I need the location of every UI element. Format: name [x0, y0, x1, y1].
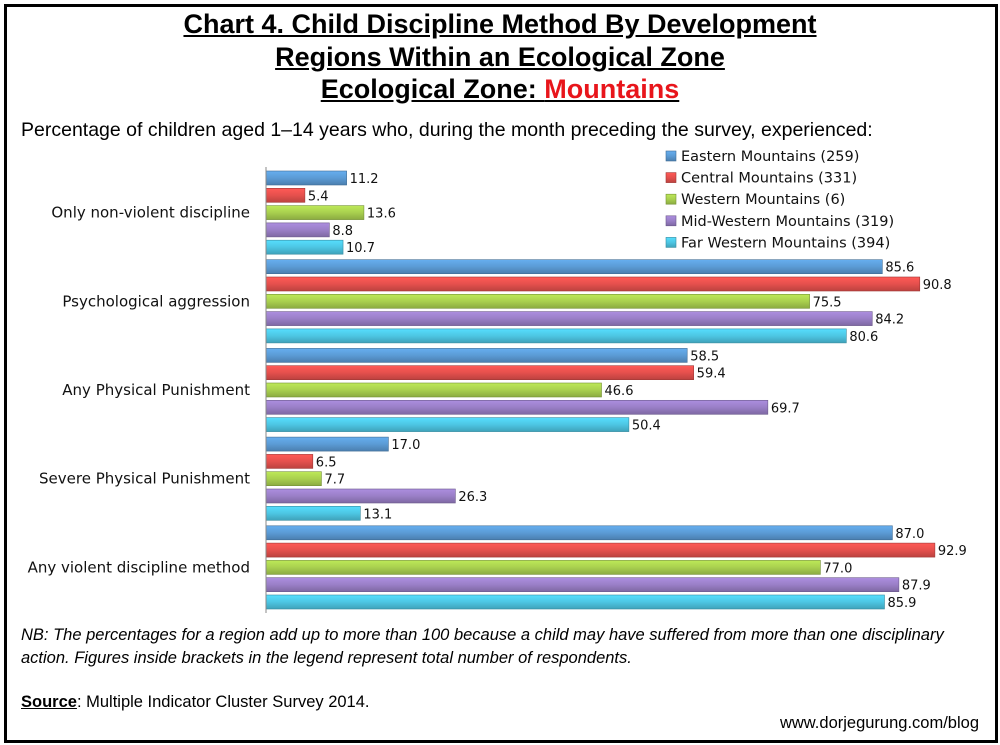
bar	[265, 594, 885, 610]
bar	[265, 417, 630, 432]
bar	[265, 488, 456, 504]
bar	[265, 436, 389, 452]
data-label: 13.6	[367, 207, 396, 222]
source-label: Source	[21, 693, 77, 711]
bar	[265, 259, 883, 275]
data-label: 26.3	[458, 490, 487, 505]
data-label: 13.1	[363, 507, 392, 522]
legend-swatch	[665, 172, 677, 183]
category-label: Only non-violent discipline	[51, 204, 250, 222]
data-label: 92.9	[938, 544, 967, 559]
legend-swatch	[665, 150, 677, 162]
legend-swatch	[665, 237, 677, 248]
legend-item: Far Western Mountains (394)	[681, 235, 890, 251]
data-label: 17.0	[391, 438, 420, 453]
bar	[265, 505, 361, 521]
bar	[265, 170, 347, 186]
footnote: NB: The percentages for a region add up …	[21, 626, 944, 667]
category-label: Psychological aggression	[62, 292, 250, 310]
data-label: 80.6	[849, 330, 878, 345]
legend-item: Western Mountains (6)	[681, 192, 845, 208]
bar	[265, 399, 769, 415]
bar	[265, 188, 306, 203]
website-url: www.dorjegurung.com/blog	[779, 714, 979, 732]
data-label: 6.5	[316, 455, 337, 470]
data-label: 5.4	[308, 189, 329, 204]
legend-item: Central Mountains (331)	[681, 171, 857, 187]
data-label: 84.2	[875, 313, 904, 328]
bar	[265, 311, 873, 326]
bar	[265, 542, 936, 558]
data-label: 58.5	[690, 349, 719, 364]
source-text: : Multiple Indicator Cluster Survey 2014…	[76, 693, 370, 711]
legend-item: Mid-Western Mountains (319)	[681, 214, 894, 230]
bar	[265, 577, 900, 593]
bar	[265, 205, 365, 220]
category-label: Any Physical Punishment	[62, 381, 250, 399]
chart-subtitle: Percentage of children aged 1–14 years w…	[21, 119, 873, 141]
data-label: 59.4	[697, 367, 726, 382]
data-label: 87.9	[902, 579, 931, 594]
bar	[265, 471, 322, 487]
chart-title-line-2: Regions Within an Ecological Zone	[275, 42, 725, 72]
category-label: Severe Physical Punishment	[39, 470, 250, 488]
bar	[265, 348, 688, 363]
data-label: 46.6	[605, 384, 634, 399]
bar	[265, 525, 893, 541]
chart-title-zone-name: Mountains	[544, 74, 680, 104]
data-label: 85.9	[887, 596, 916, 611]
chart-title-line-3: Ecological Zone: Mountains	[0, 73, 1000, 105]
legend-item: Eastern Mountains (259)	[681, 149, 859, 165]
bar	[265, 276, 921, 292]
data-label: 77.0	[823, 561, 852, 576]
source-line: Source: Multiple Indicator Cluster Surve…	[21, 693, 370, 712]
bar	[265, 328, 847, 344]
data-label: 50.4	[632, 419, 661, 434]
legend-swatch	[665, 193, 677, 205]
data-label: 7.7	[324, 473, 345, 488]
bar	[265, 454, 314, 469]
bar	[265, 239, 344, 255]
bar	[265, 560, 821, 575]
chart-title-zone-prefix: Ecological Zone:	[320, 74, 545, 104]
data-label: 75.5	[813, 295, 842, 310]
bar	[265, 365, 694, 381]
data-label: 90.8	[923, 278, 952, 293]
data-label: 11.2	[350, 172, 379, 187]
legend-swatch	[665, 215, 677, 227]
data-label: 8.8	[332, 224, 353, 239]
bar	[265, 382, 602, 398]
data-label: 85.6	[885, 261, 914, 276]
bar	[265, 222, 330, 238]
data-label: 10.7	[346, 241, 375, 256]
bar	[265, 293, 810, 309]
category-label: Any violent discipline method	[28, 558, 250, 576]
data-label: 69.7	[771, 401, 800, 416]
chart-title-line-1: Chart 4. Child Discipline Method By Deve…	[183, 9, 817, 39]
data-label: 87.0	[895, 527, 924, 542]
